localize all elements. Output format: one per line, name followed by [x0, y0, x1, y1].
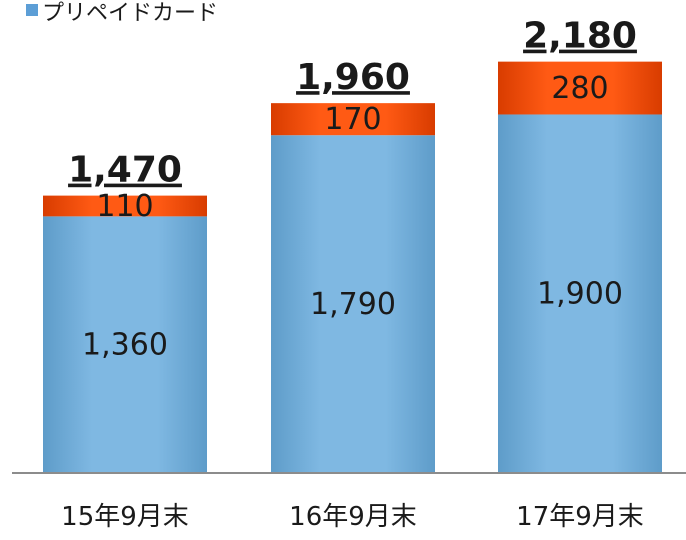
bar-segment-prepaid	[43, 216, 207, 474]
bar-segment-prepaid	[498, 114, 662, 473]
segment-value-label-prepaid: 1,360	[82, 328, 168, 363]
x-tick-label: 15年9月末	[61, 502, 189, 532]
legend-swatch	[26, 4, 38, 16]
legend-label: プリペイドカード	[42, 1, 219, 26]
total-value-label: 1,960	[296, 57, 410, 98]
x-tick-label: 17年9月末	[516, 502, 644, 532]
segment-value-label-other: 280	[551, 71, 608, 106]
segment-value-label-prepaid: 1,790	[310, 287, 396, 322]
segment-value-label-prepaid: 1,900	[537, 277, 623, 312]
bar-segment-prepaid	[271, 135, 435, 474]
total-value-label: 1,470	[68, 150, 182, 191]
segment-value-label-other: 110	[96, 189, 153, 224]
segment-value-label-other: 170	[324, 102, 381, 137]
total-value-label: 2,180	[523, 16, 637, 57]
bar-segment-other	[271, 103, 435, 136]
bar-segment-other	[43, 195, 207, 217]
bar-segment-other	[498, 61, 662, 115]
x-tick-label: 16年9月末	[289, 502, 417, 532]
